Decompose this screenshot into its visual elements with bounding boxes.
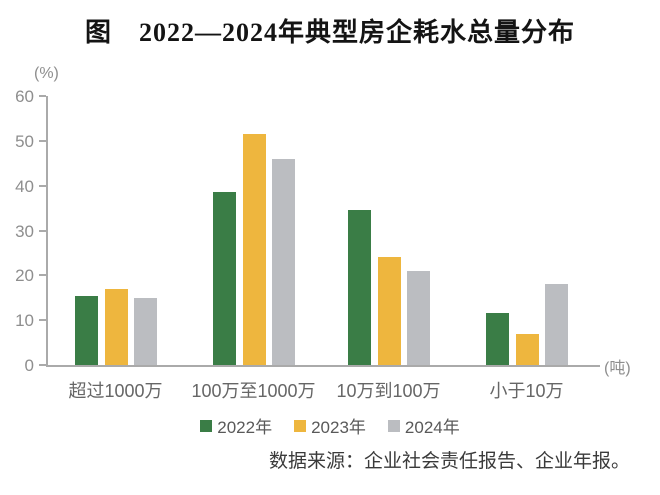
chart-title: 图 2022—2024年典型房企耗水总量分布 <box>84 18 575 47</box>
category-label-小于10万: 小于10万 <box>489 381 564 401</box>
legend-swatch-icon <box>294 419 307 432</box>
y-tick-label: 40 <box>15 176 34 196</box>
bar-2023年-10万到100万 <box>377 257 401 365</box>
legend-item-2024年: 2024年 <box>387 413 460 438</box>
x-axis-line <box>46 365 600 367</box>
category-label-100万至1000万: 100万至1000万 <box>191 381 316 401</box>
legend-label: 2022年 <box>217 418 273 437</box>
bar-2024年-10万到100万 <box>407 270 430 365</box>
legend-item-2023年: 2023年 <box>294 413 366 438</box>
legend-label: 2023年 <box>311 418 366 437</box>
y-tick-mark <box>39 364 46 366</box>
chart-legend: 2022年 2023年 2024年 <box>0 413 660 438</box>
bar-2022年-超过1000万 <box>75 295 98 365</box>
bar-2024年-小于10万 <box>545 284 568 365</box>
legend-swatch-icon <box>200 419 213 432</box>
y-tick-label: 10 <box>15 311 34 331</box>
bar-2024年-超过1000万 <box>134 297 157 365</box>
bar-2022年-100万至1000万 <box>213 192 236 365</box>
y-tick-mark <box>39 184 46 187</box>
x-axis-unit-label: (吨) <box>604 360 631 377</box>
y-axis-line <box>46 96 48 366</box>
y-tick-label: 30 <box>15 221 34 241</box>
legend-item-2022年: 2022年 <box>200 413 272 438</box>
y-tick-mark <box>39 274 46 277</box>
bar-2022年-10万到100万 <box>348 210 371 365</box>
y-tick-label: 60 <box>15 87 34 106</box>
bar-2023年-超过1000万 <box>104 288 128 365</box>
legend-swatch-icon <box>387 419 400 432</box>
data-source-note: 数据来源：企业社会责任报告、企业年报。 <box>268 451 630 472</box>
y-tick-label: 0 <box>24 356 34 375</box>
bar-2023年-100万至1000万 <box>242 134 266 365</box>
y-tick-mark <box>39 95 46 97</box>
y-tick-mark <box>39 229 46 232</box>
y-axis-unit-label: (%) <box>34 65 59 82</box>
category-label-超过1000万: 超过1000万 <box>68 381 163 401</box>
y-tick-label: 50 <box>15 131 34 151</box>
legend-label: 2024年 <box>404 418 460 437</box>
bar-2024年-100万至1000万 <box>272 158 295 365</box>
y-tick-mark <box>39 139 46 142</box>
category-label-10万到100万: 10万到100万 <box>336 381 441 401</box>
bar-2023年-小于10万 <box>515 333 539 365</box>
y-tick-mark <box>39 319 46 322</box>
y-tick-label: 20 <box>15 266 34 286</box>
bar-2022年-小于10万 <box>486 313 509 365</box>
